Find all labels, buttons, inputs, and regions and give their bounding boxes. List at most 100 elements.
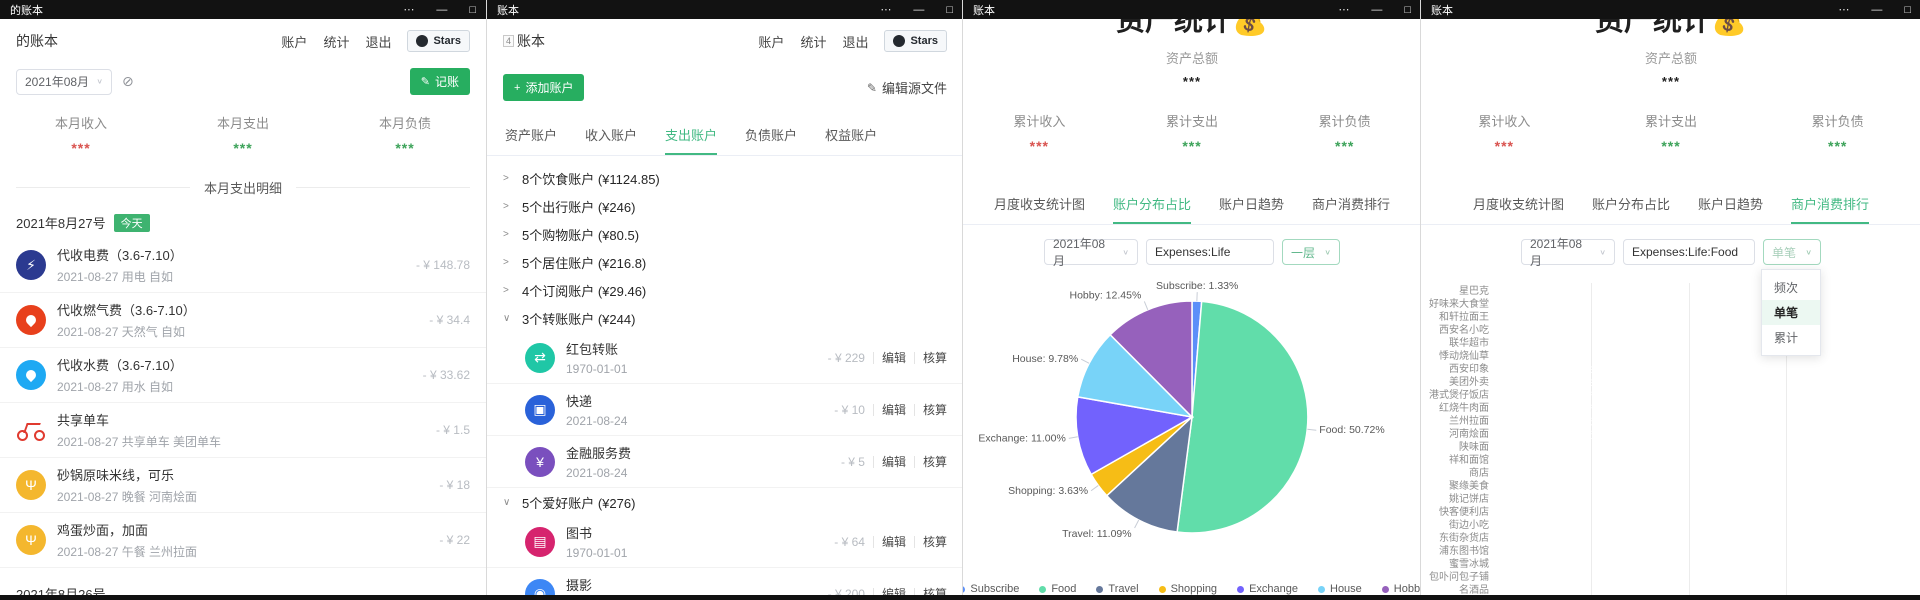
reconcile-link[interactable]: 核算 <box>922 403 947 417</box>
legend-item-exchange[interactable]: Exchange <box>1237 583 1298 595</box>
stat-column: 本月支出 *** <box>162 113 324 156</box>
edit-link[interactable]: 编辑 <box>881 455 906 469</box>
eye-off-icon[interactable]: ⊘ <box>122 73 134 89</box>
nav-statistics-link[interactable]: 统计 <box>323 34 350 50</box>
tab-stats-1[interactable]: 账户分布占比 <box>1591 197 1670 212</box>
mode-select[interactable]: 单笔 ∨ <box>1763 239 1821 265</box>
flame-icon <box>16 305 46 335</box>
nav-statistics-link[interactable]: 统计 <box>800 34 827 50</box>
account-group-row[interactable]: >5个出行账户 (¥246) <box>487 192 963 220</box>
legend-item-hobby[interactable]: Hobby <box>1381 583 1421 595</box>
legend-label: Food <box>1051 583 1077 595</box>
account-group-row[interactable]: ∨ 3个转账账户 (¥244) <box>487 304 963 332</box>
account-group-row[interactable]: >8个饮食账户 (¥1124.85) <box>487 164 963 192</box>
account-row: ▣ 快递 2021-08-24 - ¥ 10 编辑 核算 <box>487 384 963 436</box>
drop-icon <box>16 360 46 390</box>
tab-account-type-4[interactable]: 权益账户 <box>825 128 878 143</box>
pie-slice-hobby[interactable] <box>1109 300 1193 419</box>
tab-account-type-2[interactable]: 支出账户 <box>665 125 718 155</box>
month-select[interactable]: 2021年08月 ∨ <box>1521 237 1615 268</box>
legend-item-shopping[interactable]: Shopping <box>1158 583 1217 595</box>
window-minimize-icon[interactable]: — <box>1871 3 1883 16</box>
tab-account-type-1[interactable]: 收入账户 <box>585 128 638 143</box>
bar-row: 街边小吃 7元 <box>1425 517 1920 531</box>
window-menu-icon[interactable]: ⋯ <box>1838 4 1850 16</box>
legend-item-house[interactable]: House <box>1318 583 1362 595</box>
pie-label-leader-line <box>1080 358 1090 364</box>
edit-source-file-link[interactable]: ✎ 编辑源文件 <box>866 80 947 97</box>
nav-accounts-link[interactable]: 账户 <box>758 34 785 50</box>
tab-stats-2[interactable]: 账户日趋势 <box>1698 197 1764 212</box>
account-tree: >8个饮食账户 (¥1124.85) >5个出行账户 (¥246) >5个购物账户 … <box>487 156 963 600</box>
edit-link[interactable]: 编辑 <box>881 351 906 365</box>
record-button[interactable]: ✎ 记账 <box>409 68 470 95</box>
edit-link[interactable]: 编辑 <box>881 535 906 549</box>
account-group-row[interactable]: ∨ 5个爱好账户 (¥276) <box>487 488 963 516</box>
account-filter-input[interactable] <box>1623 239 1755 265</box>
account-group-row[interactable]: >5个购物账户 (¥80.5) <box>487 220 963 248</box>
pie-slice-exchange[interactable] <box>1075 396 1195 476</box>
tab-account-type-3[interactable]: 负债账户 <box>745 128 798 143</box>
window-minimize-icon[interactable]: — <box>1371 3 1383 16</box>
tab-stats-0[interactable]: 月度收支统计图 <box>993 197 1085 212</box>
window-maximize-icon[interactable]: □ <box>946 3 953 16</box>
level-select[interactable]: 一层 ∨ <box>1282 239 1340 265</box>
stat-masked-value: *** <box>1661 138 1681 154</box>
bar-row: 商店 13元 <box>1425 465 1920 479</box>
tab-stats-3[interactable]: 商户消费排行 <box>1791 194 1870 224</box>
nav-accounts-link[interactable]: 账户 <box>281 34 308 50</box>
window-minimize-icon[interactable]: — <box>436 3 448 16</box>
github-stars-button[interactable]: Stars <box>884 30 947 52</box>
account-group-row[interactable]: >4个订阅账户 (¥29.46) <box>487 276 963 304</box>
total-assets-label: 资产总额 <box>1165 51 1218 66</box>
window-minimize-icon[interactable]: — <box>913 3 925 16</box>
tab-account-type-0[interactable]: 资产账户 <box>505 128 558 143</box>
legend-item-travel[interactable]: Travel <box>1096 583 1139 595</box>
pie-slice-food[interactable] <box>1176 300 1309 534</box>
window-menu-icon[interactable]: ⋯ <box>403 4 415 16</box>
edit-link[interactable]: 编辑 <box>881 403 906 417</box>
nav-logout-link[interactable]: 退出 <box>842 34 869 50</box>
window-menu-icon[interactable]: ⋯ <box>880 4 892 16</box>
account-distribution-pie-chart: Subscribe: 1.33% Food: 50.72% Travel: 11.0… <box>978 280 1384 540</box>
window-menu-icon[interactable]: ⋯ <box>1338 4 1350 16</box>
github-stars-button[interactable]: Stars <box>407 30 470 52</box>
github-stars-label: Stars <box>910 35 938 47</box>
nav-logout-link[interactable]: 退出 <box>365 34 392 50</box>
food-icon: Ψ <box>16 525 46 555</box>
bar-category-label: 美团外卖 <box>1449 377 1489 388</box>
window-maximize-icon[interactable]: □ <box>1904 3 1911 16</box>
transaction-amount: - ¥ 18 <box>439 478 470 492</box>
taskbar[interactable] <box>0 595 1920 600</box>
account-group-row[interactable]: >5个居住账户 (¥216.8) <box>487 248 963 276</box>
month-select[interactable]: 2021年08月 ∨ <box>1044 237 1138 268</box>
stat-label: 累计负债 <box>1318 114 1371 129</box>
reconcile-link[interactable]: 核算 <box>922 535 947 549</box>
account-title: 红包转账 <box>566 342 619 357</box>
bar-category-label: 和轩拉面王 <box>1439 312 1489 323</box>
total-assets-value: *** <box>1182 74 1202 89</box>
window-stats-pie: 账本 ⋯ — □ 资产统计💰 资产总额 *** 累计收入 *** 累计支出 *** 累计… <box>962 0 1421 600</box>
stat-column: 累计负债 *** <box>1268 111 1421 154</box>
mode-option-单笔[interactable]: 单笔 <box>1762 300 1820 325</box>
add-account-button[interactable]: + 添加账户 <box>503 74 585 101</box>
pie-label-house: House: 9.78% <box>1012 353 1078 365</box>
tab-stats-1[interactable]: 账户分布占比 <box>1112 194 1191 224</box>
transaction-date: 2021年8月27号 <box>16 216 106 231</box>
reconcile-link[interactable]: 核算 <box>922 351 947 365</box>
month-select[interactable]: 2021年08月 ∨ <box>16 68 112 95</box>
reconcile-link[interactable]: 核算 <box>922 455 947 469</box>
plus-icon: + <box>514 81 521 94</box>
mode-option-累计[interactable]: 累计 <box>1774 331 1799 345</box>
legend-item-food[interactable]: Food <box>1039 583 1076 595</box>
tab-stats-0[interactable]: 月度收支统计图 <box>1472 197 1564 212</box>
legend-item-subscribe[interactable]: Subscribe <box>963 583 1019 595</box>
tab-stats-3[interactable]: 商户消费排行 <box>1312 197 1391 212</box>
account-row: ⇄ 红包转账 1970-01-01 - ¥ 229 编辑 核算 <box>487 332 963 384</box>
window-maximize-icon[interactable]: □ <box>1404 3 1411 16</box>
account-filter-input[interactable] <box>1146 239 1274 265</box>
mode-option-频次[interactable]: 频次 <box>1774 281 1799 295</box>
window-maximize-icon[interactable]: □ <box>469 3 476 16</box>
tab-stats-2[interactable]: 账户日趋势 <box>1219 197 1285 212</box>
